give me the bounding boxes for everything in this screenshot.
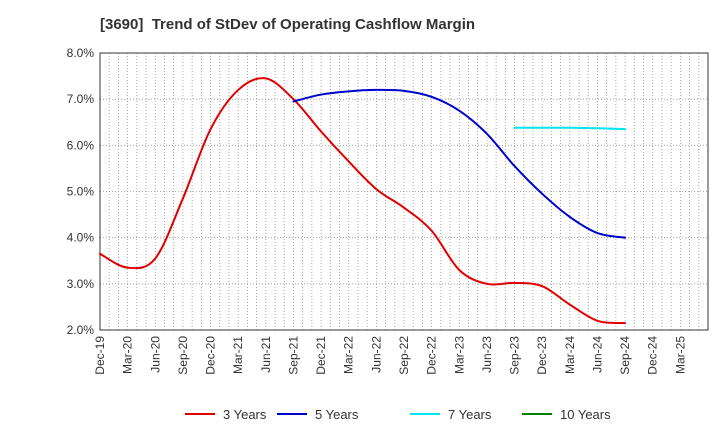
x-tick-label: Mar-23 bbox=[452, 336, 466, 374]
y-tick-label: 4.0% bbox=[67, 231, 95, 245]
x-tick-label: Dec-23 bbox=[535, 336, 549, 375]
x-tick-label: Sep-22 bbox=[397, 336, 411, 375]
x-tick-label: Jun-22 bbox=[369, 336, 383, 373]
legend-label-5-years: 5 Years bbox=[315, 407, 359, 422]
x-tick-label: Dec-20 bbox=[204, 336, 218, 375]
x-tick-label: Mar-21 bbox=[231, 336, 245, 374]
y-tick-label: 5.0% bbox=[67, 185, 95, 199]
y-tick-label: 6.0% bbox=[67, 138, 95, 152]
x-tick-label: Sep-21 bbox=[286, 336, 300, 375]
chart-title: [3690] Trend of StDev of Operating Cashf… bbox=[100, 16, 476, 33]
y-tick-label: 7.0% bbox=[67, 92, 95, 106]
x-tick-label: Mar-20 bbox=[121, 336, 135, 374]
x-tick-label: Dec-24 bbox=[646, 336, 660, 375]
y-tick-label: 8.0% bbox=[67, 46, 95, 60]
x-tick-label: Mar-25 bbox=[673, 336, 687, 374]
legend-label-3-years: 3 Years bbox=[223, 407, 267, 422]
x-tick-label: Dec-22 bbox=[425, 336, 439, 375]
x-tick-label: Jun-21 bbox=[259, 336, 273, 373]
x-tick-label: Sep-20 bbox=[176, 336, 190, 375]
y-tick-label: 3.0% bbox=[67, 277, 95, 291]
x-tick-label: Jun-24 bbox=[590, 336, 604, 373]
series-line-7-years bbox=[513, 126, 627, 131]
y-tick-label: 2.0% bbox=[67, 323, 95, 337]
x-tick-label: Mar-24 bbox=[563, 336, 577, 374]
legend-label-10-years: 10 Years bbox=[560, 407, 611, 422]
x-tick-label: Jun-23 bbox=[480, 336, 494, 373]
x-tick-label: Sep-23 bbox=[508, 336, 522, 375]
x-tick-label: Mar-22 bbox=[342, 336, 356, 374]
x-tick-label: Dec-21 bbox=[314, 336, 328, 375]
series-line-3-years bbox=[99, 77, 627, 325]
series-line-5-years bbox=[292, 88, 627, 239]
plot-area bbox=[99, 52, 709, 331]
x-tick-label: Sep-24 bbox=[618, 336, 632, 375]
x-tick-label: Dec-19 bbox=[93, 336, 107, 375]
legend-label-7-years: 7 Years bbox=[448, 407, 492, 422]
x-tick-label: Jun-20 bbox=[148, 336, 162, 373]
